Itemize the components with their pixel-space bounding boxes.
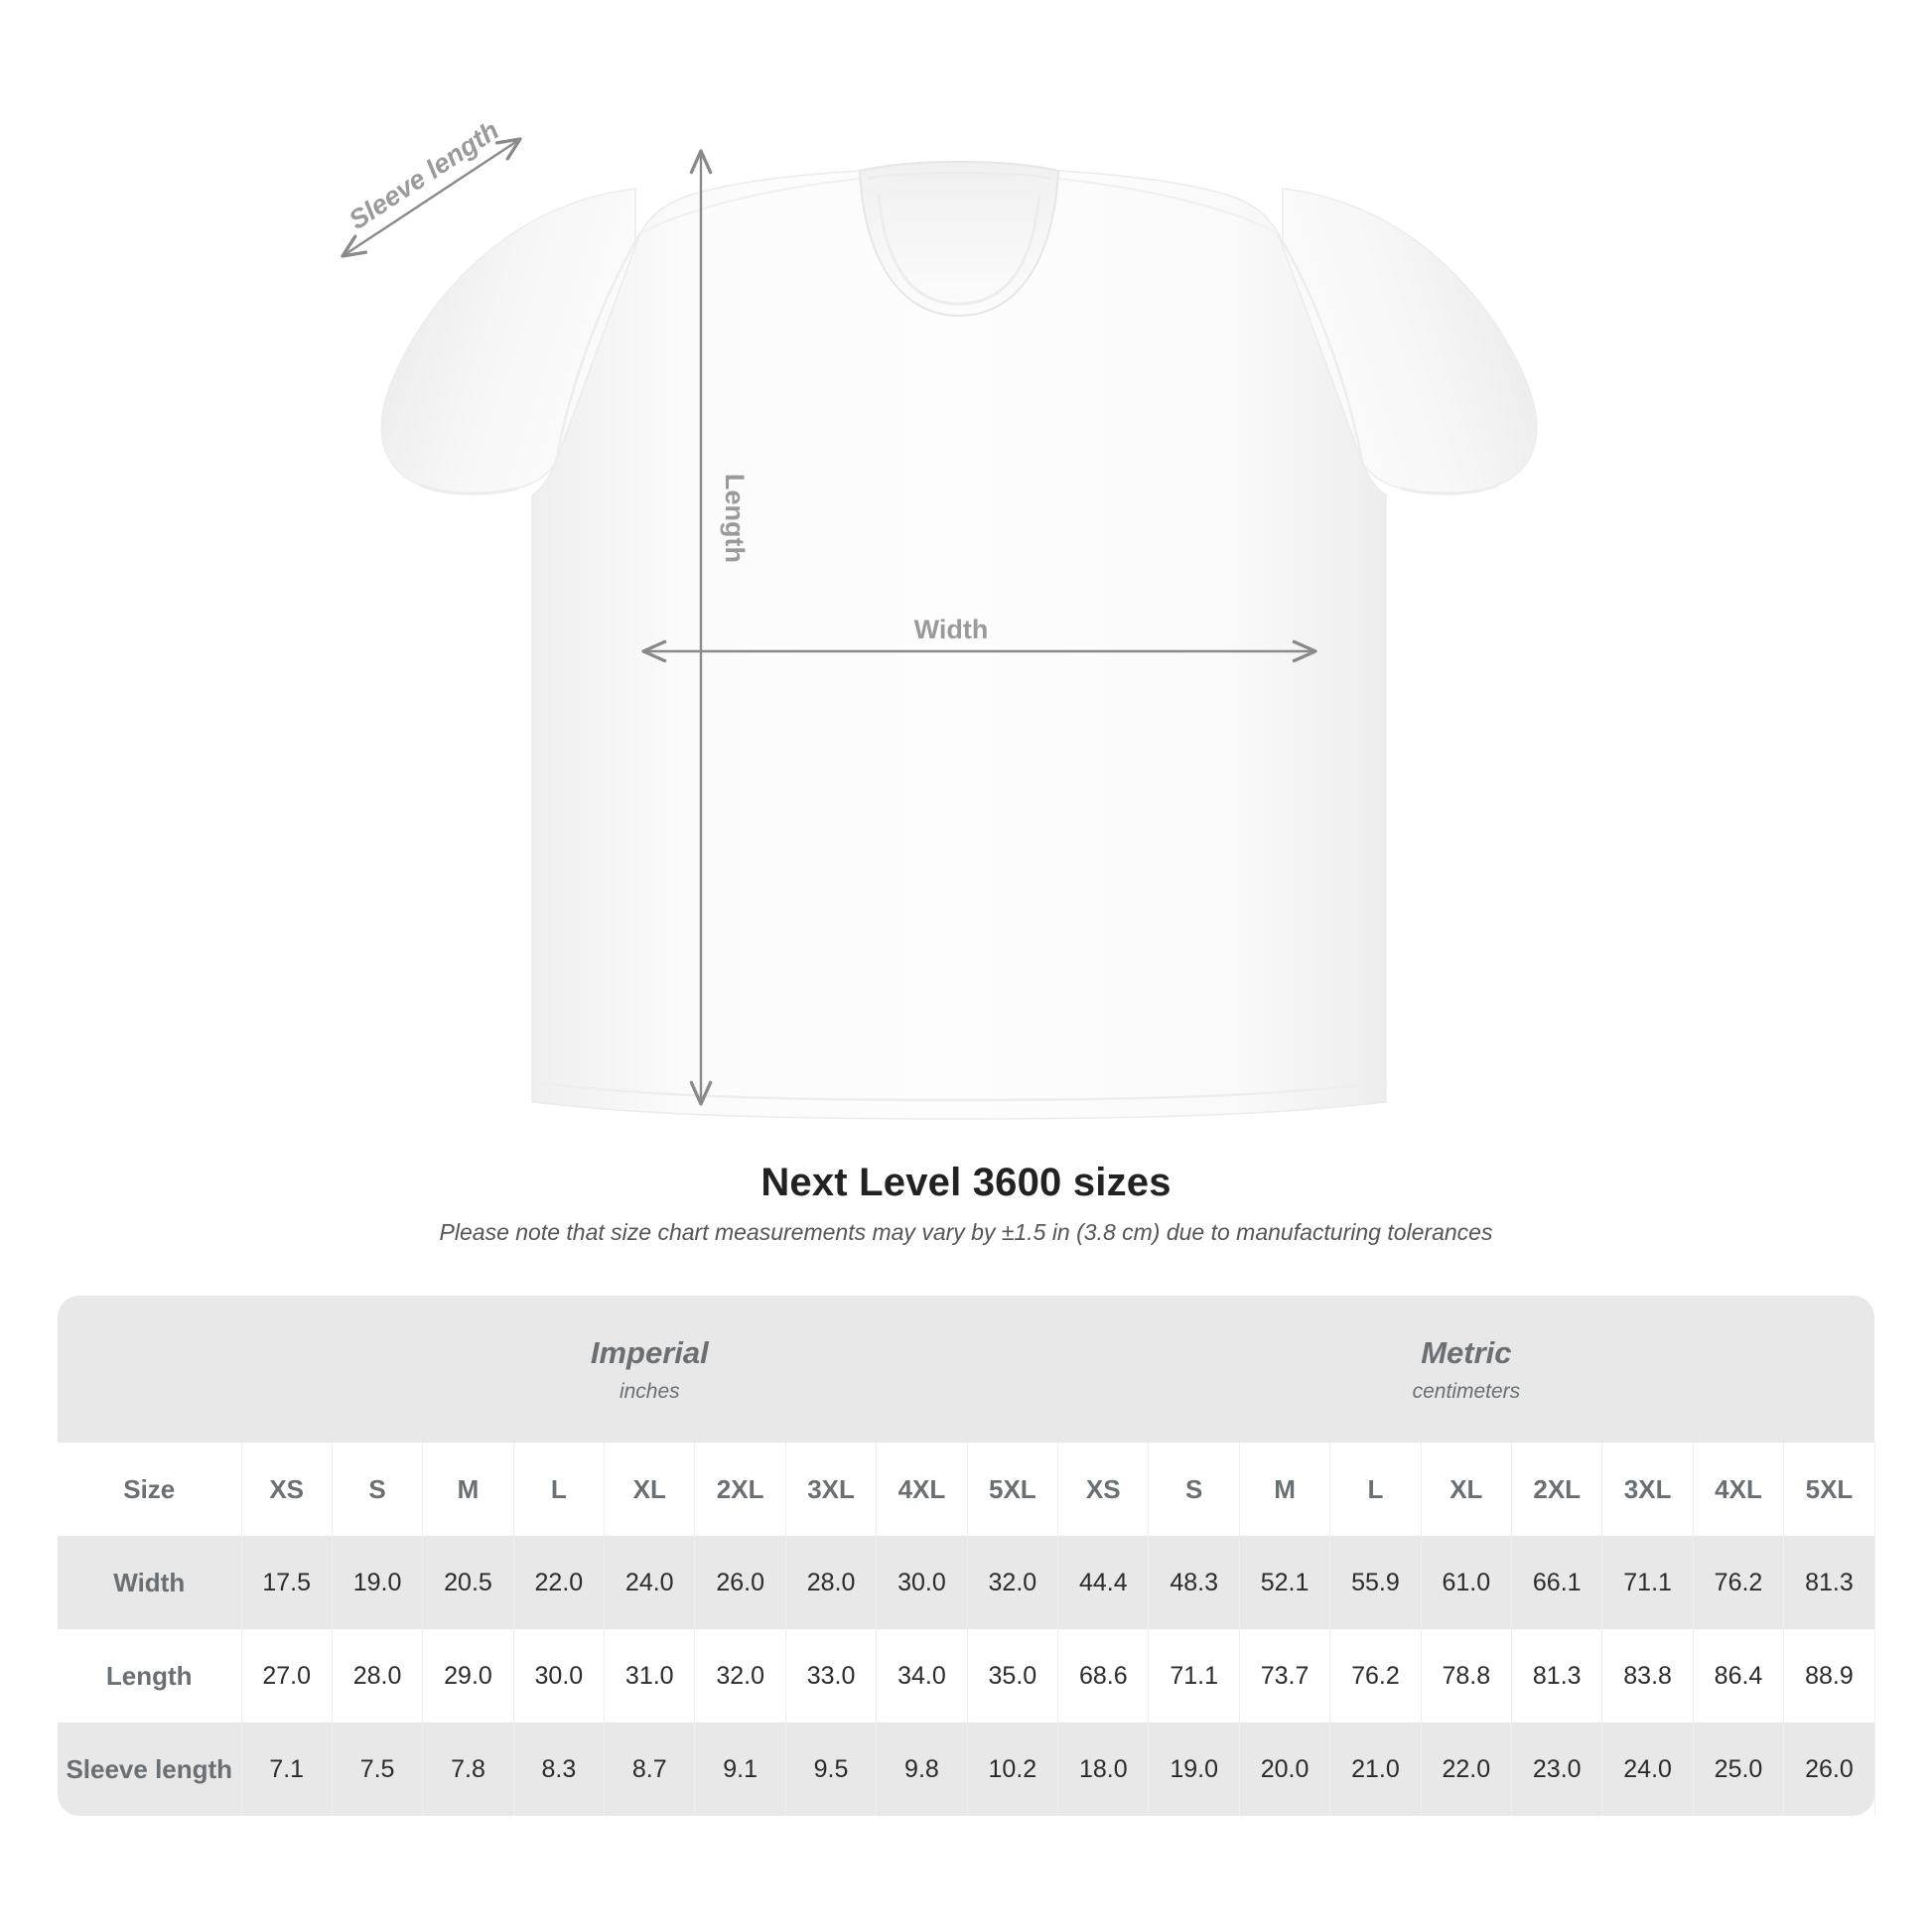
cell-length-imperial-2xl: 32.0 (694, 1629, 786, 1723)
cell-sleeve-length-metric-s: 19.0 (1148, 1723, 1240, 1816)
size-chart-table: Imperial inches Metric centimeters Size XS S M L… (58, 1296, 1875, 1816)
size-header-cell-l: L (512, 1443, 606, 1536)
cell-length-metric-l: 76.2 (1329, 1629, 1422, 1723)
cell-sleeve-length-imperial-5xl: 10.2 (966, 1723, 1059, 1816)
cell-sleeve-length-imperial-s: 7.5 (331, 1723, 424, 1816)
cell-width-metric-4xl: 76.2 (1692, 1536, 1785, 1629)
cell-sleeve-length-metric-3xl: 24.0 (1601, 1723, 1694, 1816)
cell-width-metric-m: 52.1 (1238, 1536, 1331, 1629)
tshirt-collar (858, 160, 1060, 318)
unit-group-name: Metric (1421, 1334, 1512, 1370)
size-header-cell-2xl: 2XL (694, 1443, 786, 1536)
cell-width-imperial-m: 20.5 (422, 1536, 514, 1629)
table-row: Width 17.5 19.0 20.5 22.0 24.0 26.0 28.0 30.0 32.… (58, 1536, 1875, 1629)
cell-sleeve-length-imperial-3xl: 9.5 (784, 1723, 878, 1816)
size-chart-table-wrapper: Imperial inches Metric centimeters Size XS S M L… (58, 1296, 1875, 1816)
size-header-cell-xs: XS (240, 1443, 333, 1536)
cell-sleeve-length-imperial-xs: 7.1 (240, 1723, 333, 1816)
size-column-label: Size (58, 1443, 241, 1536)
size-header-cell-xl: XL (604, 1443, 696, 1536)
cell-width-imperial-xs: 17.5 (240, 1536, 333, 1629)
row-label-length: Length (58, 1629, 241, 1723)
cell-length-metric-4xl: 86.4 (1692, 1629, 1785, 1723)
cell-sleeve-length-imperial-m: 7.8 (422, 1723, 514, 1816)
cell-sleeve-length-metric-xs: 18.0 (1057, 1723, 1150, 1816)
cell-sleeve-length-imperial-4xl: 9.8 (876, 1723, 968, 1816)
cell-sleeve-length-metric-l: 21.0 (1329, 1723, 1422, 1816)
cell-length-imperial-xl: 31.0 (604, 1629, 696, 1723)
table-row: Sleeve length 7.1 7.5 7.8 8.3 8.7 9.1 9.5 9.8 10.… (58, 1723, 1875, 1816)
size-header-cell-xs: XS (1057, 1443, 1150, 1536)
cell-length-metric-2xl: 81.3 (1511, 1629, 1603, 1723)
size-header-row: Size XS S M L XL 2XL 3XL 4XL 5XL XS S M L XL 2XL 3XL 4XL 5… (58, 1443, 1875, 1536)
cell-width-imperial-s: 19.0 (331, 1536, 424, 1629)
unit-group-subtitle: centimeters (1412, 1380, 1521, 1403)
cell-sleeve-length-metric-m: 20.0 (1238, 1723, 1331, 1816)
unit-header-row: Imperial inches Metric centimeters (58, 1296, 1875, 1443)
cell-width-imperial-5xl: 32.0 (966, 1536, 1059, 1629)
cell-length-imperial-m: 29.0 (422, 1629, 514, 1723)
cell-width-metric-3xl: 71.1 (1601, 1536, 1694, 1629)
cell-width-metric-xs: 44.4 (1057, 1536, 1150, 1629)
cell-sleeve-length-metric-xl: 22.0 (1420, 1723, 1513, 1816)
length-label: Length (720, 474, 750, 563)
cell-sleeve-length-imperial-l: 8.3 (512, 1723, 606, 1816)
cell-length-metric-xl: 78.8 (1420, 1629, 1513, 1723)
sleeve-length-arrow (341, 137, 522, 258)
size-header-cell-m: M (422, 1443, 514, 1536)
table-row: Length 27.0 28.0 29.0 30.0 31.0 32.0 33.0 34.0 35… (58, 1629, 1875, 1723)
cell-width-metric-xl: 61.0 (1420, 1536, 1513, 1629)
unit-header-spacer (58, 1296, 241, 1443)
tolerance-note: Please note that size chart measurements… (439, 1219, 1493, 1245)
row-label-width: Width (58, 1536, 241, 1629)
size-header-cell-3xl: 3XL (1601, 1443, 1694, 1536)
size-header-cell-2xl: 2XL (1511, 1443, 1603, 1536)
size-header-cell-m: M (1238, 1443, 1331, 1536)
cell-length-imperial-xs: 27.0 (240, 1629, 333, 1723)
cell-length-imperial-5xl: 35.0 (966, 1629, 1059, 1723)
row-label-sleeve-length: Sleeve length (58, 1723, 241, 1816)
sleeve-length-label: Sleeve length (344, 115, 504, 235)
cell-sleeve-length-metric-5xl: 26.0 (1783, 1723, 1875, 1816)
cell-sleeve-length-imperial-xl: 8.7 (604, 1723, 696, 1816)
cell-sleeve-length-metric-2xl: 23.0 (1511, 1723, 1603, 1816)
cell-width-metric-2xl: 66.1 (1511, 1536, 1603, 1629)
cell-width-imperial-l: 22.0 (512, 1536, 606, 1629)
page-title: Next Level 3600 sizes (760, 1161, 1172, 1204)
cell-sleeve-length-imperial-2xl: 9.1 (694, 1723, 786, 1816)
cell-width-metric-l: 55.9 (1329, 1536, 1422, 1629)
size-header-cell-l: L (1329, 1443, 1422, 1536)
cell-length-imperial-4xl: 34.0 (876, 1629, 968, 1723)
cell-width-metric-s: 48.3 (1148, 1536, 1240, 1629)
size-header-cell-4xl: 4XL (876, 1443, 968, 1536)
unit-group-subtitle: inches (619, 1380, 680, 1403)
cell-width-imperial-4xl: 30.0 (876, 1536, 968, 1629)
width-label: Width (914, 615, 989, 644)
size-header-cell-4xl: 4XL (1692, 1443, 1785, 1536)
unit-group-name: Imperial (590, 1334, 709, 1370)
title-block: Next Level 3600 sizes Please note that s… (0, 1160, 1932, 1247)
size-header-cell-xl: XL (1420, 1443, 1513, 1536)
garment-illustration: Sleeve length Length Width (341, 115, 1538, 1120)
cell-length-metric-xs: 68.6 (1057, 1629, 1150, 1723)
cell-length-imperial-3xl: 33.0 (784, 1629, 878, 1723)
cell-width-imperial-xl: 24.0 (604, 1536, 696, 1629)
size-header-cell-s: S (331, 1443, 424, 1536)
cell-length-metric-3xl: 83.8 (1601, 1629, 1694, 1723)
size-header-cell-s: S (1148, 1443, 1240, 1536)
size-header-cell-3xl: 3XL (784, 1443, 878, 1536)
cell-length-imperial-l: 30.0 (512, 1629, 606, 1723)
cell-width-metric-5xl: 81.3 (1783, 1536, 1875, 1629)
cell-sleeve-length-metric-4xl: 25.0 (1692, 1723, 1785, 1816)
cell-width-imperial-3xl: 28.0 (784, 1536, 878, 1629)
cell-length-metric-m: 73.7 (1238, 1629, 1331, 1723)
size-header-cell-5xl: 5XL (1783, 1443, 1875, 1536)
unit-group-imperial: Imperial inches (241, 1296, 1058, 1443)
cell-length-metric-5xl: 88.9 (1783, 1629, 1875, 1723)
unit-group-metric: Metric centimeters (1057, 1296, 1875, 1443)
cell-length-imperial-s: 28.0 (331, 1629, 424, 1723)
cell-width-imperial-2xl: 26.0 (694, 1536, 786, 1629)
cell-length-metric-s: 71.1 (1148, 1629, 1240, 1723)
size-header-cell-5xl: 5XL (966, 1443, 1059, 1536)
